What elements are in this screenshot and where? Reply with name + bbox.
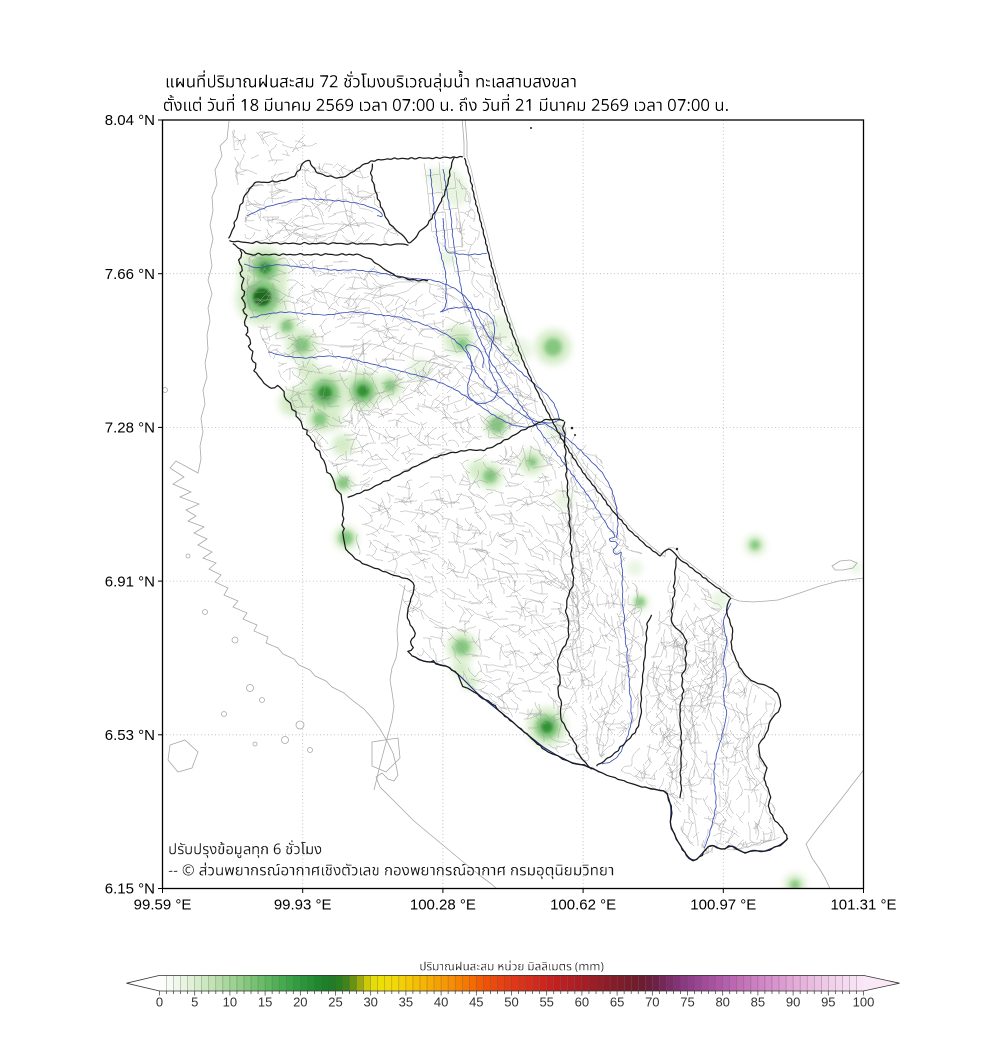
svg-text:6.91 °N: 6.91 °N bbox=[105, 573, 155, 590]
svg-text:90: 90 bbox=[786, 995, 800, 1010]
svg-text:101.31 °E: 101.31 °E bbox=[830, 897, 896, 914]
svg-text:60: 60 bbox=[575, 995, 589, 1010]
svg-text:25: 25 bbox=[328, 995, 342, 1010]
svg-text:50: 50 bbox=[504, 995, 518, 1010]
svg-text:45: 45 bbox=[469, 995, 483, 1010]
svg-text:65: 65 bbox=[610, 995, 624, 1010]
svg-text:7.28 °N: 7.28 °N bbox=[105, 420, 155, 437]
svg-text:100.97 °E: 100.97 °E bbox=[690, 897, 756, 914]
svg-text:80: 80 bbox=[715, 995, 729, 1010]
svg-text:85: 85 bbox=[751, 995, 765, 1010]
svg-text:5: 5 bbox=[191, 995, 198, 1010]
svg-text:100.62 °E: 100.62 °E bbox=[550, 897, 616, 914]
svg-text:55: 55 bbox=[539, 995, 553, 1010]
svg-text:99.93 °E: 99.93 °E bbox=[274, 897, 332, 914]
svg-text:6.15 °N: 6.15 °N bbox=[105, 881, 155, 898]
svg-text:100: 100 bbox=[853, 995, 875, 1010]
svg-text:8.04 °N: 8.04 °N bbox=[105, 112, 155, 129]
svg-text:35: 35 bbox=[399, 995, 413, 1010]
svg-text:95: 95 bbox=[821, 995, 835, 1010]
svg-text:0: 0 bbox=[156, 995, 163, 1010]
svg-text:100.28 °E: 100.28 °E bbox=[410, 897, 476, 914]
svg-text:7.66 °N: 7.66 °N bbox=[105, 266, 155, 283]
svg-text:75: 75 bbox=[680, 995, 694, 1010]
svg-text:99.59 °E: 99.59 °E bbox=[134, 897, 192, 914]
svg-text:10: 10 bbox=[223, 995, 237, 1010]
svg-text:20: 20 bbox=[293, 995, 307, 1010]
svg-text:40: 40 bbox=[434, 995, 448, 1010]
svg-text:15: 15 bbox=[258, 995, 272, 1010]
svg-text:6.53 °N: 6.53 °N bbox=[105, 727, 155, 744]
svg-text:30: 30 bbox=[363, 995, 377, 1010]
svg-text:70: 70 bbox=[645, 995, 659, 1010]
